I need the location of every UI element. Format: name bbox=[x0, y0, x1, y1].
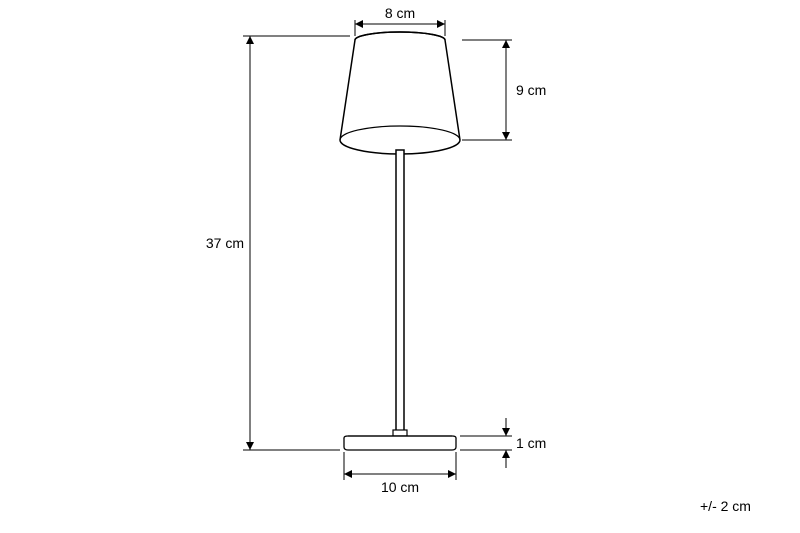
dim-base-height: 1 cm bbox=[460, 418, 546, 468]
tolerance-note: +/- 2 cm bbox=[700, 498, 751, 514]
dim-total-height: 37 cm bbox=[206, 36, 350, 450]
lamp-dimension-diagram: 8 cm 10 cm 9 cm 37 cm 1 cm bbox=[0, 0, 800, 533]
label-base-width: 10 cm bbox=[381, 479, 419, 495]
dim-shade-height: 9 cm bbox=[462, 40, 546, 140]
label-base-height: 1 cm bbox=[516, 435, 546, 451]
lamp-outline bbox=[340, 32, 460, 450]
label-total-height: 37 cm bbox=[206, 235, 244, 251]
label-shade-height: 9 cm bbox=[516, 82, 546, 98]
dim-base-width: 10 cm bbox=[344, 452, 456, 495]
label-shade-top: 8 cm bbox=[385, 5, 415, 21]
